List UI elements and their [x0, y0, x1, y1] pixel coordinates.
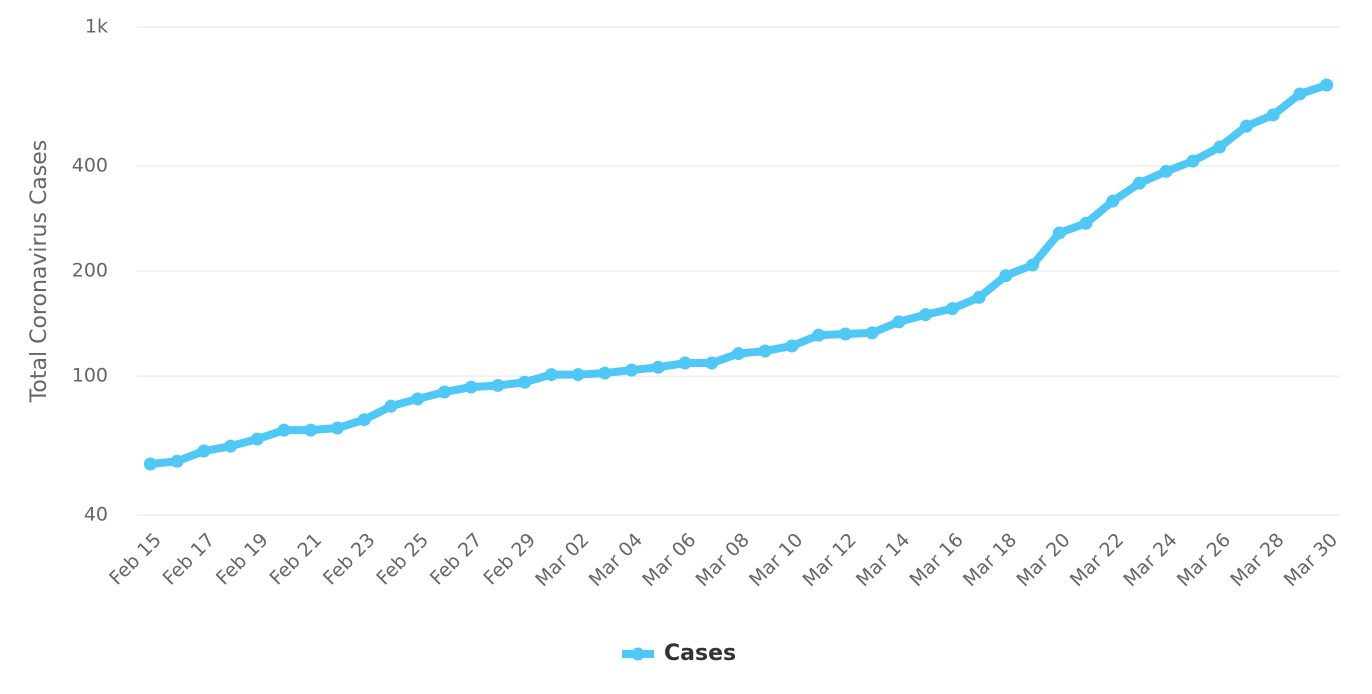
x-tick-label: Mar 22: [1066, 529, 1128, 591]
data-point: [919, 308, 933, 322]
x-tick-label: Mar 12: [799, 529, 861, 591]
series-line: [149, 81, 1328, 468]
y-tick-label: 400: [72, 154, 108, 176]
x-tick-label: Mar 14: [852, 529, 914, 591]
y-tick-label: 100: [72, 365, 108, 387]
x-tick-label: Feb 19: [212, 529, 273, 590]
data-point: [732, 347, 745, 361]
data-point: [625, 363, 639, 377]
x-tick-label: Mar 24: [1119, 529, 1181, 591]
data-point: [999, 269, 1013, 283]
data-point: [1052, 226, 1066, 240]
data-point: [1213, 140, 1227, 154]
y-tick-label: 1k: [85, 16, 108, 38]
x-tick-label: Mar 08: [692, 529, 754, 591]
data-point: [892, 315, 906, 329]
data-point: [277, 423, 291, 437]
data-point: [1266, 108, 1280, 122]
data-point: [678, 356, 692, 370]
data-point: [250, 432, 264, 446]
data-point: [437, 385, 451, 399]
x-tick-label: Feb 15: [105, 529, 166, 590]
data-point: [785, 339, 799, 353]
y-tick-label: 200: [72, 260, 108, 282]
data-point: [518, 375, 532, 389]
data-point: [1026, 258, 1040, 272]
x-tick-label: Feb 17: [159, 529, 220, 590]
data-point: [197, 444, 211, 458]
x-tick-label: Feb 27: [426, 529, 487, 590]
data-point: [331, 421, 344, 435]
x-tick-label: Mar 16: [906, 529, 968, 591]
data-point: [571, 368, 585, 382]
data-point: [464, 380, 478, 394]
data-point: [1079, 216, 1093, 230]
data-point: [491, 378, 505, 392]
data-point: [224, 439, 238, 453]
data-point: [1106, 194, 1120, 208]
data-point: [945, 302, 959, 316]
x-tick-label: Mar 06: [638, 529, 700, 591]
y-axis-label: Total Coronavirus Cases: [27, 140, 52, 404]
data-point: [1186, 154, 1200, 168]
x-tick-label: Feb 21: [265, 529, 326, 590]
data-point: [304, 423, 318, 437]
data-point: [1159, 164, 1173, 178]
x-tick-label: Mar 20: [1012, 529, 1074, 591]
x-tick-label: Mar 30: [1280, 529, 1342, 591]
data-point: [972, 290, 986, 304]
data-point: [544, 368, 558, 382]
x-tick-label: Feb 25: [372, 529, 433, 590]
data-point: [1133, 176, 1146, 190]
data-point: [1239, 119, 1253, 133]
x-tick-label: Mar 28: [1226, 529, 1288, 591]
data-point: [812, 328, 826, 342]
x-tick-label: Feb 29: [479, 529, 540, 590]
data-point: [384, 399, 398, 413]
data-point: [758, 344, 772, 358]
data-point: [1320, 78, 1334, 92]
y-tick-label: 40: [84, 504, 108, 526]
data-point: [411, 392, 425, 406]
data-point: [838, 327, 852, 341]
x-tick-label: Mar 10: [745, 529, 807, 591]
legend-label[interactable]: Cases: [664, 641, 736, 666]
data-point: [598, 366, 612, 380]
data-point: [170, 454, 184, 468]
x-tick-label: Mar 04: [585, 529, 647, 591]
x-tick-label: Mar 02: [531, 529, 593, 591]
x-tick-label: Feb 23: [319, 529, 380, 590]
x-tick-label: Mar 26: [1173, 529, 1235, 591]
data-point: [705, 356, 719, 370]
data-point: [865, 326, 879, 340]
data-point: [357, 413, 371, 427]
data-point: [1293, 87, 1307, 101]
x-tick-label: Mar 18: [959, 529, 1021, 591]
data-point: [651, 360, 665, 374]
legend-marker: [631, 647, 645, 661]
data-point: [143, 457, 157, 471]
